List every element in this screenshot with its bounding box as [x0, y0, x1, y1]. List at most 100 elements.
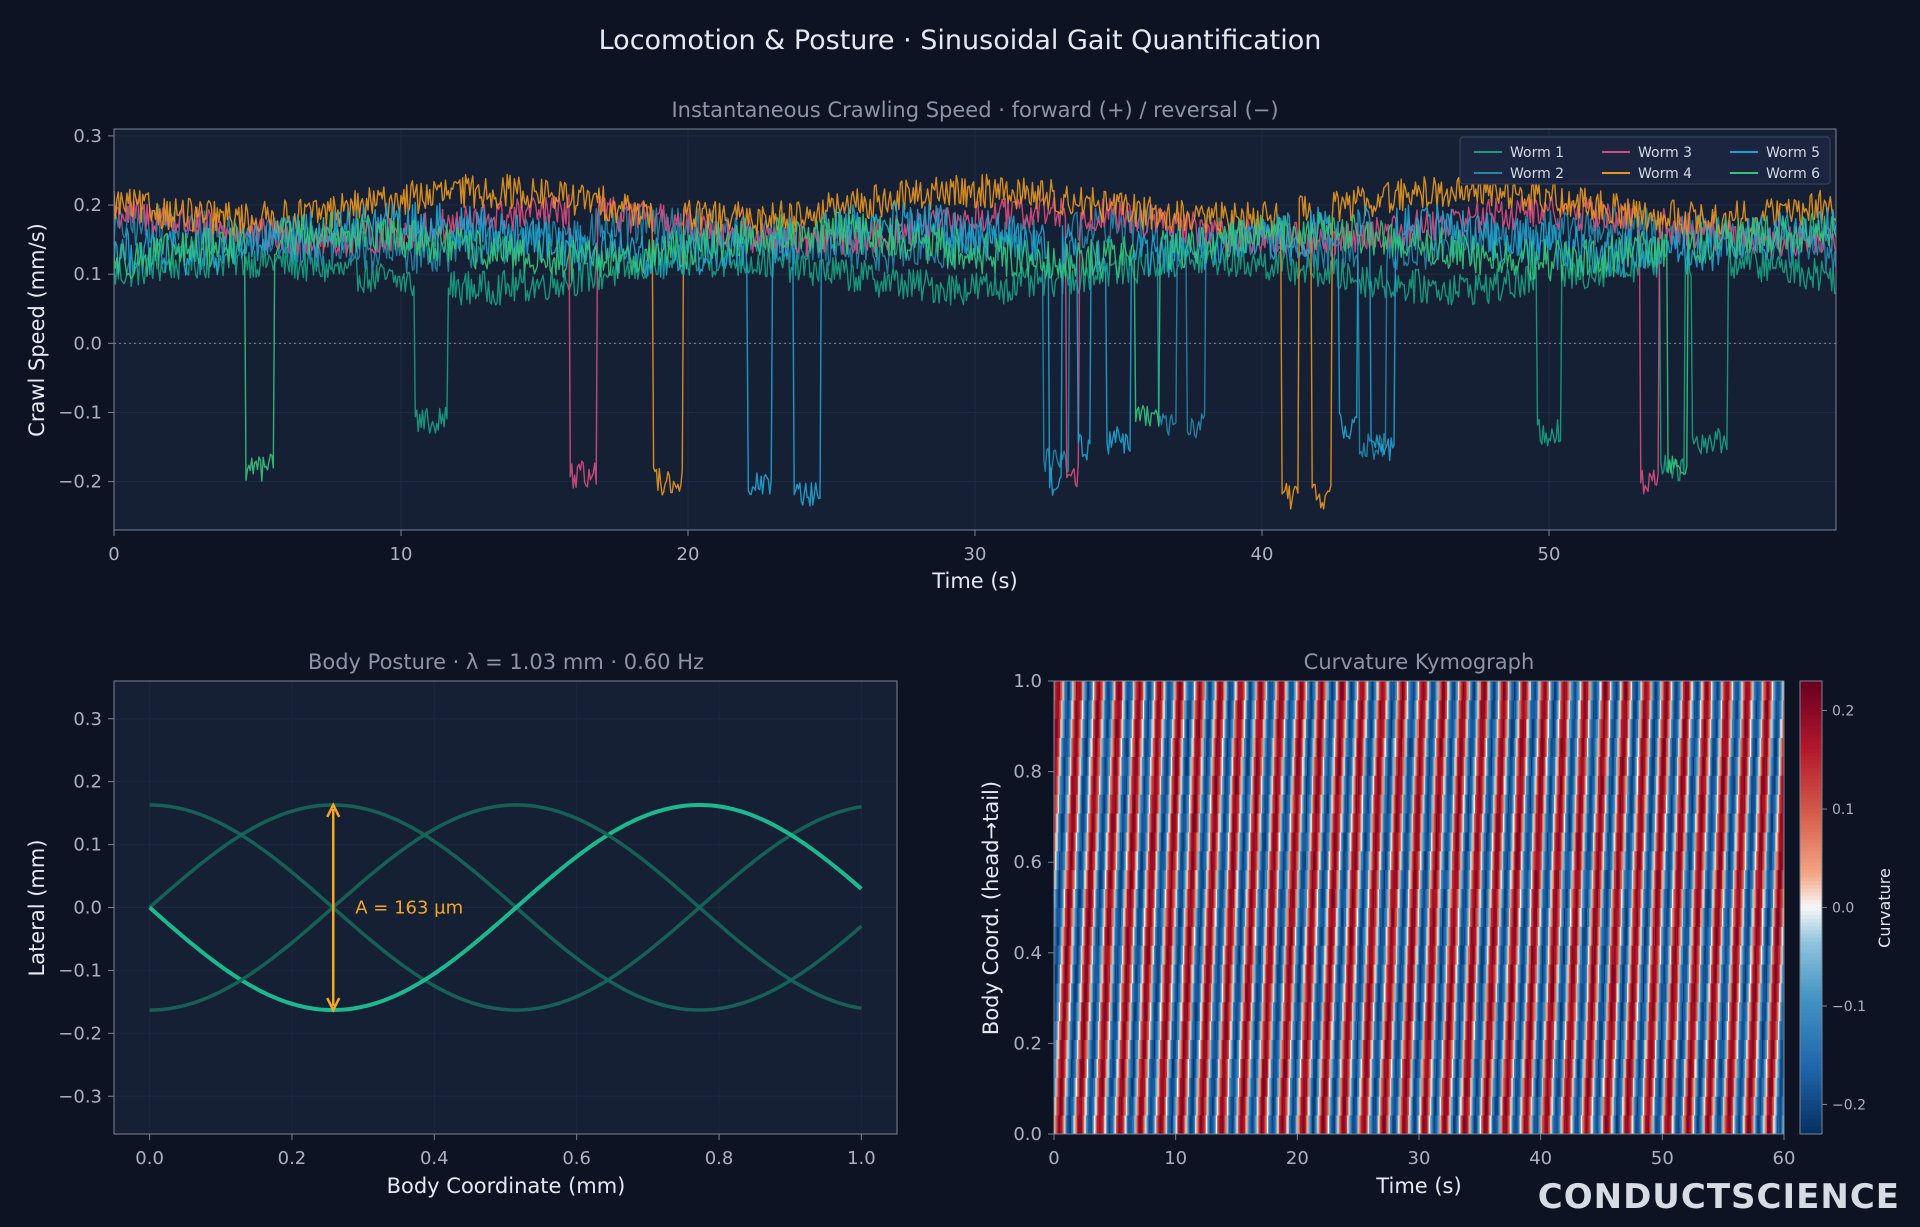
kymograph-cell: [1101, 1039, 1104, 1059]
kymograph-cell: [1260, 1077, 1263, 1097]
kymograph-cell: [1061, 1096, 1063, 1116]
kymograph-cell: [1596, 1077, 1599, 1097]
kymograph-cell: [1410, 1115, 1413, 1135]
kymograph-cell: [1258, 1115, 1261, 1135]
kymograph-cell: [1176, 1096, 1179, 1116]
kymograph-cell: [1080, 1077, 1083, 1097]
kymograph-cell: [1484, 1115, 1487, 1135]
kymograph-cell: [1230, 1096, 1233, 1116]
kymograph-cell: [1518, 1058, 1521, 1078]
kymograph-cell: [1668, 1115, 1671, 1135]
kymograph-cell: [1546, 1058, 1549, 1078]
kymograph-cell: [1483, 1115, 1486, 1135]
kymograph-cell: [1319, 1077, 1321, 1097]
kymograph-cell: [1380, 1096, 1382, 1116]
kymograph-cell: [1074, 1077, 1077, 1097]
kymograph-cell: [1091, 1058, 1094, 1078]
kymograph-cell: [1268, 1077, 1270, 1097]
kymograph-cell: [1215, 1077, 1218, 1097]
kymograph-cell: [1173, 1096, 1175, 1116]
kymograph-cell: [1163, 1058, 1166, 1078]
kymograph-cell: [1504, 1077, 1506, 1097]
kymograph-cell: [1277, 1115, 1280, 1135]
kymograph-cell: [1494, 1115, 1497, 1135]
kymograph-cell: [1288, 1058, 1291, 1078]
kymograph-cell: [1062, 1096, 1065, 1116]
kymograph-cell: [1489, 1096, 1492, 1116]
kymograph-cell: [1404, 1077, 1407, 1097]
kymograph-cell: [1139, 1058, 1141, 1078]
kymograph-cell: [1599, 1077, 1601, 1097]
kymograph-cell: [1732, 1077, 1735, 1097]
kymograph-cell: [1192, 1039, 1195, 1059]
kymograph-cell: [1175, 1096, 1178, 1116]
kymograph-cell: [1572, 1077, 1574, 1097]
kymograph-cell: [1594, 1115, 1596, 1135]
kymograph-cell: [1373, 1077, 1376, 1097]
kymograph-cell: [1344, 1039, 1347, 1059]
kymograph-cell: [1494, 1077, 1497, 1097]
kymograph-cell: [1314, 1115, 1316, 1135]
kymograph-cell: [1330, 1039, 1332, 1059]
kymograph-cell: [1274, 1115, 1276, 1135]
kymograph-cell: [1451, 1058, 1454, 1078]
kymograph-cell: [1595, 1077, 1598, 1097]
kymograph-cell: [1240, 1058, 1242, 1078]
posture-x-ticks: 0.0 0.2 0.4 0.6 0.8 1.0: [135, 1134, 876, 1169]
figure-title: Locomotion & Posture · Sinusoidal Gait Q…: [599, 25, 1322, 56]
kymograph-cell: [1515, 1058, 1517, 1078]
kymograph-cell: [1709, 1096, 1712, 1116]
kymograph-cell: [1751, 1058, 1753, 1078]
kymograph-cell: [1446, 1115, 1449, 1135]
kymograph-cell: [1395, 1077, 1398, 1097]
kymograph-cell: [1191, 1077, 1194, 1097]
kymograph-cell: [1502, 1058, 1505, 1078]
kymograph-cell: [1687, 1058, 1690, 1078]
kymograph-cell: [1650, 1115, 1652, 1135]
kymograph-cell: [1704, 1096, 1707, 1116]
kymograph-cell: [1176, 1115, 1179, 1135]
kymograph-cell: [1380, 1077, 1382, 1097]
kymograph-cell: [1658, 1058, 1661, 1078]
kymograph-cell: [1462, 1096, 1465, 1116]
kymograph-cell: [1541, 1077, 1544, 1097]
kymograph-cell: [1223, 1039, 1225, 1059]
kymograph-cell: [1108, 1096, 1111, 1116]
kymograph-cell: [1262, 1039, 1264, 1059]
kymograph-cell: [1337, 1039, 1340, 1059]
kymograph-cell: [1101, 1096, 1104, 1116]
kymograph-cell: [1350, 1058, 1353, 1078]
kymograph-cell: [1765, 1058, 1768, 1078]
kymograph-cell: [1322, 1096, 1325, 1116]
legend-label: Worm 4: [1638, 166, 1692, 182]
kymograph-cell: [1245, 1058, 1247, 1078]
kymograph-cell: [1125, 1115, 1128, 1135]
kymograph-cell: [1083, 1058, 1085, 1078]
kymograph-cell: [1090, 1115, 1093, 1135]
kymograph-cell: [1377, 1058, 1380, 1078]
kymograph-cell: [1153, 1096, 1156, 1116]
kymograph-cell: [1420, 1077, 1422, 1097]
kymograph-cell: [1103, 1039, 1106, 1059]
kymograph-cell: [1380, 1058, 1382, 1078]
kymograph-cell: [1518, 1077, 1521, 1097]
kymograph-cell: [1206, 1115, 1208, 1135]
kymograph-cell: [1201, 1096, 1203, 1116]
kymograph-cell: [1735, 1096, 1737, 1116]
kymograph-cell: [1707, 1077, 1709, 1097]
kymograph-cell: [1757, 1096, 1759, 1116]
kymograph-cell: [1726, 1077, 1729, 1097]
kymograph-cell: [1075, 1115, 1078, 1135]
kymograph-cell: [1253, 1096, 1256, 1116]
kymograph-cell: [1285, 1096, 1287, 1116]
kymograph-cell: [1309, 1077, 1312, 1097]
kymograph-cell: [1690, 1058, 1692, 1078]
kymograph-cell: [1650, 1077, 1652, 1097]
kymograph-cell: [1055, 1039, 1057, 1059]
kymograph-cell: [1293, 1077, 1296, 1097]
kymograph-cell: [1095, 1039, 1097, 1059]
kymograph-cell: [1266, 1096, 1269, 1116]
kymograph-cell: [1314, 1039, 1316, 1059]
kymograph-cell: [1096, 1058, 1099, 1078]
kymograph-cell: [1439, 1058, 1442, 1078]
